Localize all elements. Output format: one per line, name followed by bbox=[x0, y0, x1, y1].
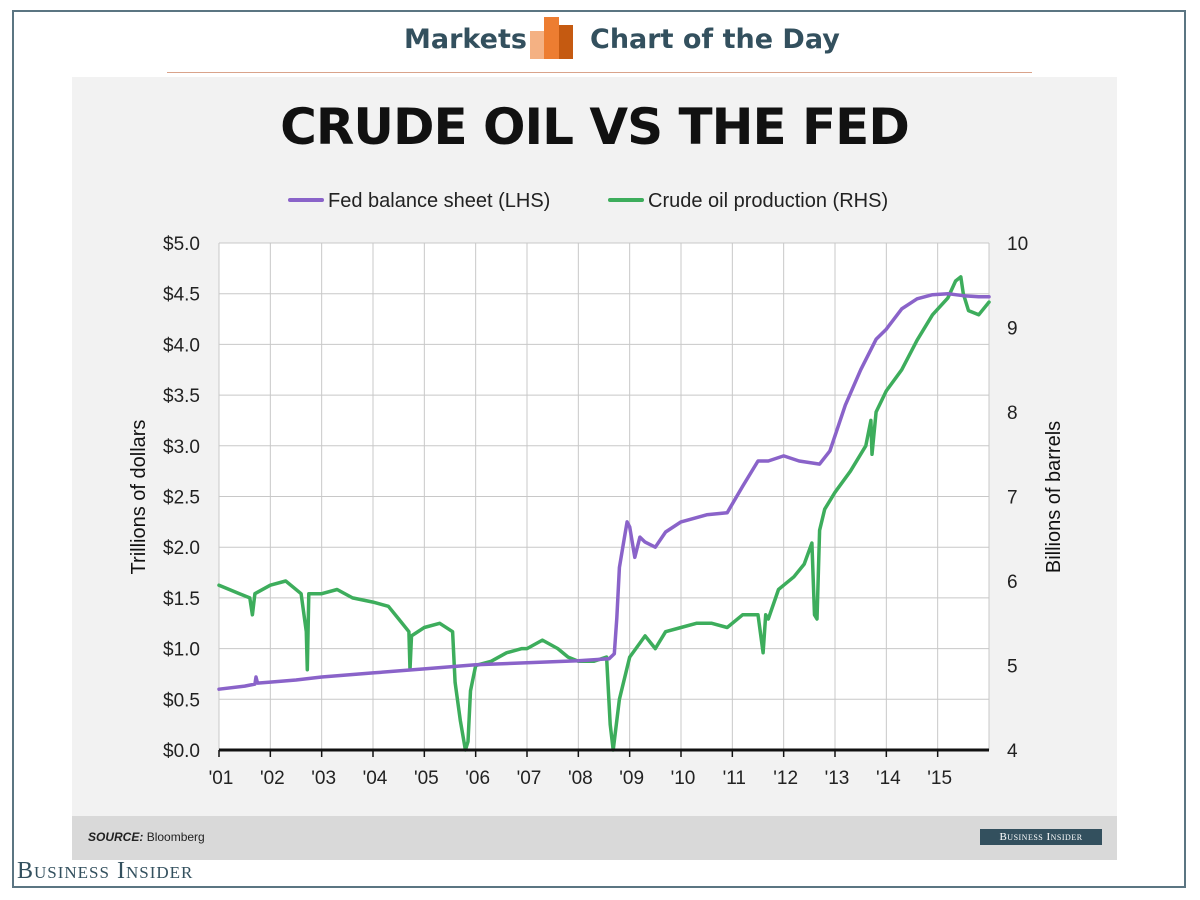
x-tick-label: '05 bbox=[414, 768, 439, 789]
x-tick-label: '01 bbox=[209, 768, 234, 789]
source-text: Bloomberg bbox=[146, 830, 205, 844]
x-tick-label: '09 bbox=[619, 768, 644, 789]
legend-item-oil: Crude oil production (RHS) bbox=[608, 189, 888, 213]
footer-bar bbox=[72, 816, 1117, 860]
x-tick-label: '12 bbox=[773, 768, 798, 789]
chart-logo-icon bbox=[530, 17, 573, 59]
y2-axis-title: Billions of barrels bbox=[1043, 421, 1065, 573]
y-tick-label: $4.0 bbox=[163, 335, 200, 356]
x-tick-label: '06 bbox=[465, 768, 490, 789]
y-tick-label: $1.5 bbox=[163, 589, 200, 610]
outer-frame bbox=[12, 10, 1186, 888]
x-tick-label: '07 bbox=[517, 768, 542, 789]
header-markets-label: Markets bbox=[404, 24, 527, 55]
y2-tick-label: 5 bbox=[1007, 657, 1018, 678]
y2-tick-label: 4 bbox=[1007, 741, 1018, 762]
legend-label-oil: Crude oil production (RHS) bbox=[648, 190, 889, 212]
y-tick-label: $1.0 bbox=[163, 640, 200, 661]
x-tick-label: '04 bbox=[363, 768, 388, 789]
x-tick-label: '13 bbox=[825, 768, 850, 789]
source-note: SOURCE: Bloomberg bbox=[88, 830, 205, 844]
legend-swatch-oil bbox=[608, 197, 644, 202]
y-tick-label: $3.0 bbox=[163, 437, 200, 458]
y2-tick-label: 7 bbox=[1007, 488, 1018, 509]
source-label: SOURCE: bbox=[88, 830, 144, 844]
x-tick-label: '14 bbox=[876, 768, 901, 789]
y-tick-label: $0.0 bbox=[163, 741, 200, 762]
x-tick-label: '10 bbox=[671, 768, 696, 789]
y-tick-label: $5.0 bbox=[163, 234, 200, 255]
brand-text: Business Insider bbox=[17, 858, 194, 884]
badge-text: Business Insider bbox=[999, 831, 1083, 843]
header-divider bbox=[167, 72, 1032, 73]
y-tick-label: $2.5 bbox=[163, 488, 200, 509]
fed-balance-line bbox=[217, 291, 991, 691]
y2-tick-label: 8 bbox=[1007, 403, 1018, 424]
business-insider-logo: Business Insider bbox=[17, 858, 193, 885]
legend-swatch-fed bbox=[288, 197, 324, 202]
y-tick-label: $2.0 bbox=[163, 538, 200, 559]
y2-tick-label: 10 bbox=[1007, 234, 1028, 255]
x-tick-label: '11 bbox=[723, 768, 746, 789]
y2-tick-label: 9 bbox=[1007, 319, 1018, 340]
legend-item-fed: Fed balance sheet (LHS) bbox=[288, 189, 550, 213]
y-tick-label: $3.5 bbox=[163, 386, 200, 407]
chart-title: CRUDE OIL VS THE FED bbox=[280, 98, 910, 156]
y-axis-title: Trillions of dollars bbox=[128, 420, 150, 575]
x-tick-label: '03 bbox=[311, 768, 336, 789]
x-tick-label: '08 bbox=[568, 768, 593, 789]
x-tick-label: '02 bbox=[260, 768, 285, 789]
y-tick-label: $4.5 bbox=[163, 285, 200, 306]
x-tick-label: '15 bbox=[927, 768, 952, 789]
legend-label-fed: Fed balance sheet (LHS) bbox=[328, 190, 551, 212]
y-tick-label: $0.5 bbox=[163, 690, 200, 711]
business-insider-badge: Business Insider bbox=[980, 829, 1102, 845]
header-chart-of-the-day-label: Chart of the Day bbox=[590, 24, 840, 55]
y2-tick-label: 6 bbox=[1007, 572, 1018, 593]
